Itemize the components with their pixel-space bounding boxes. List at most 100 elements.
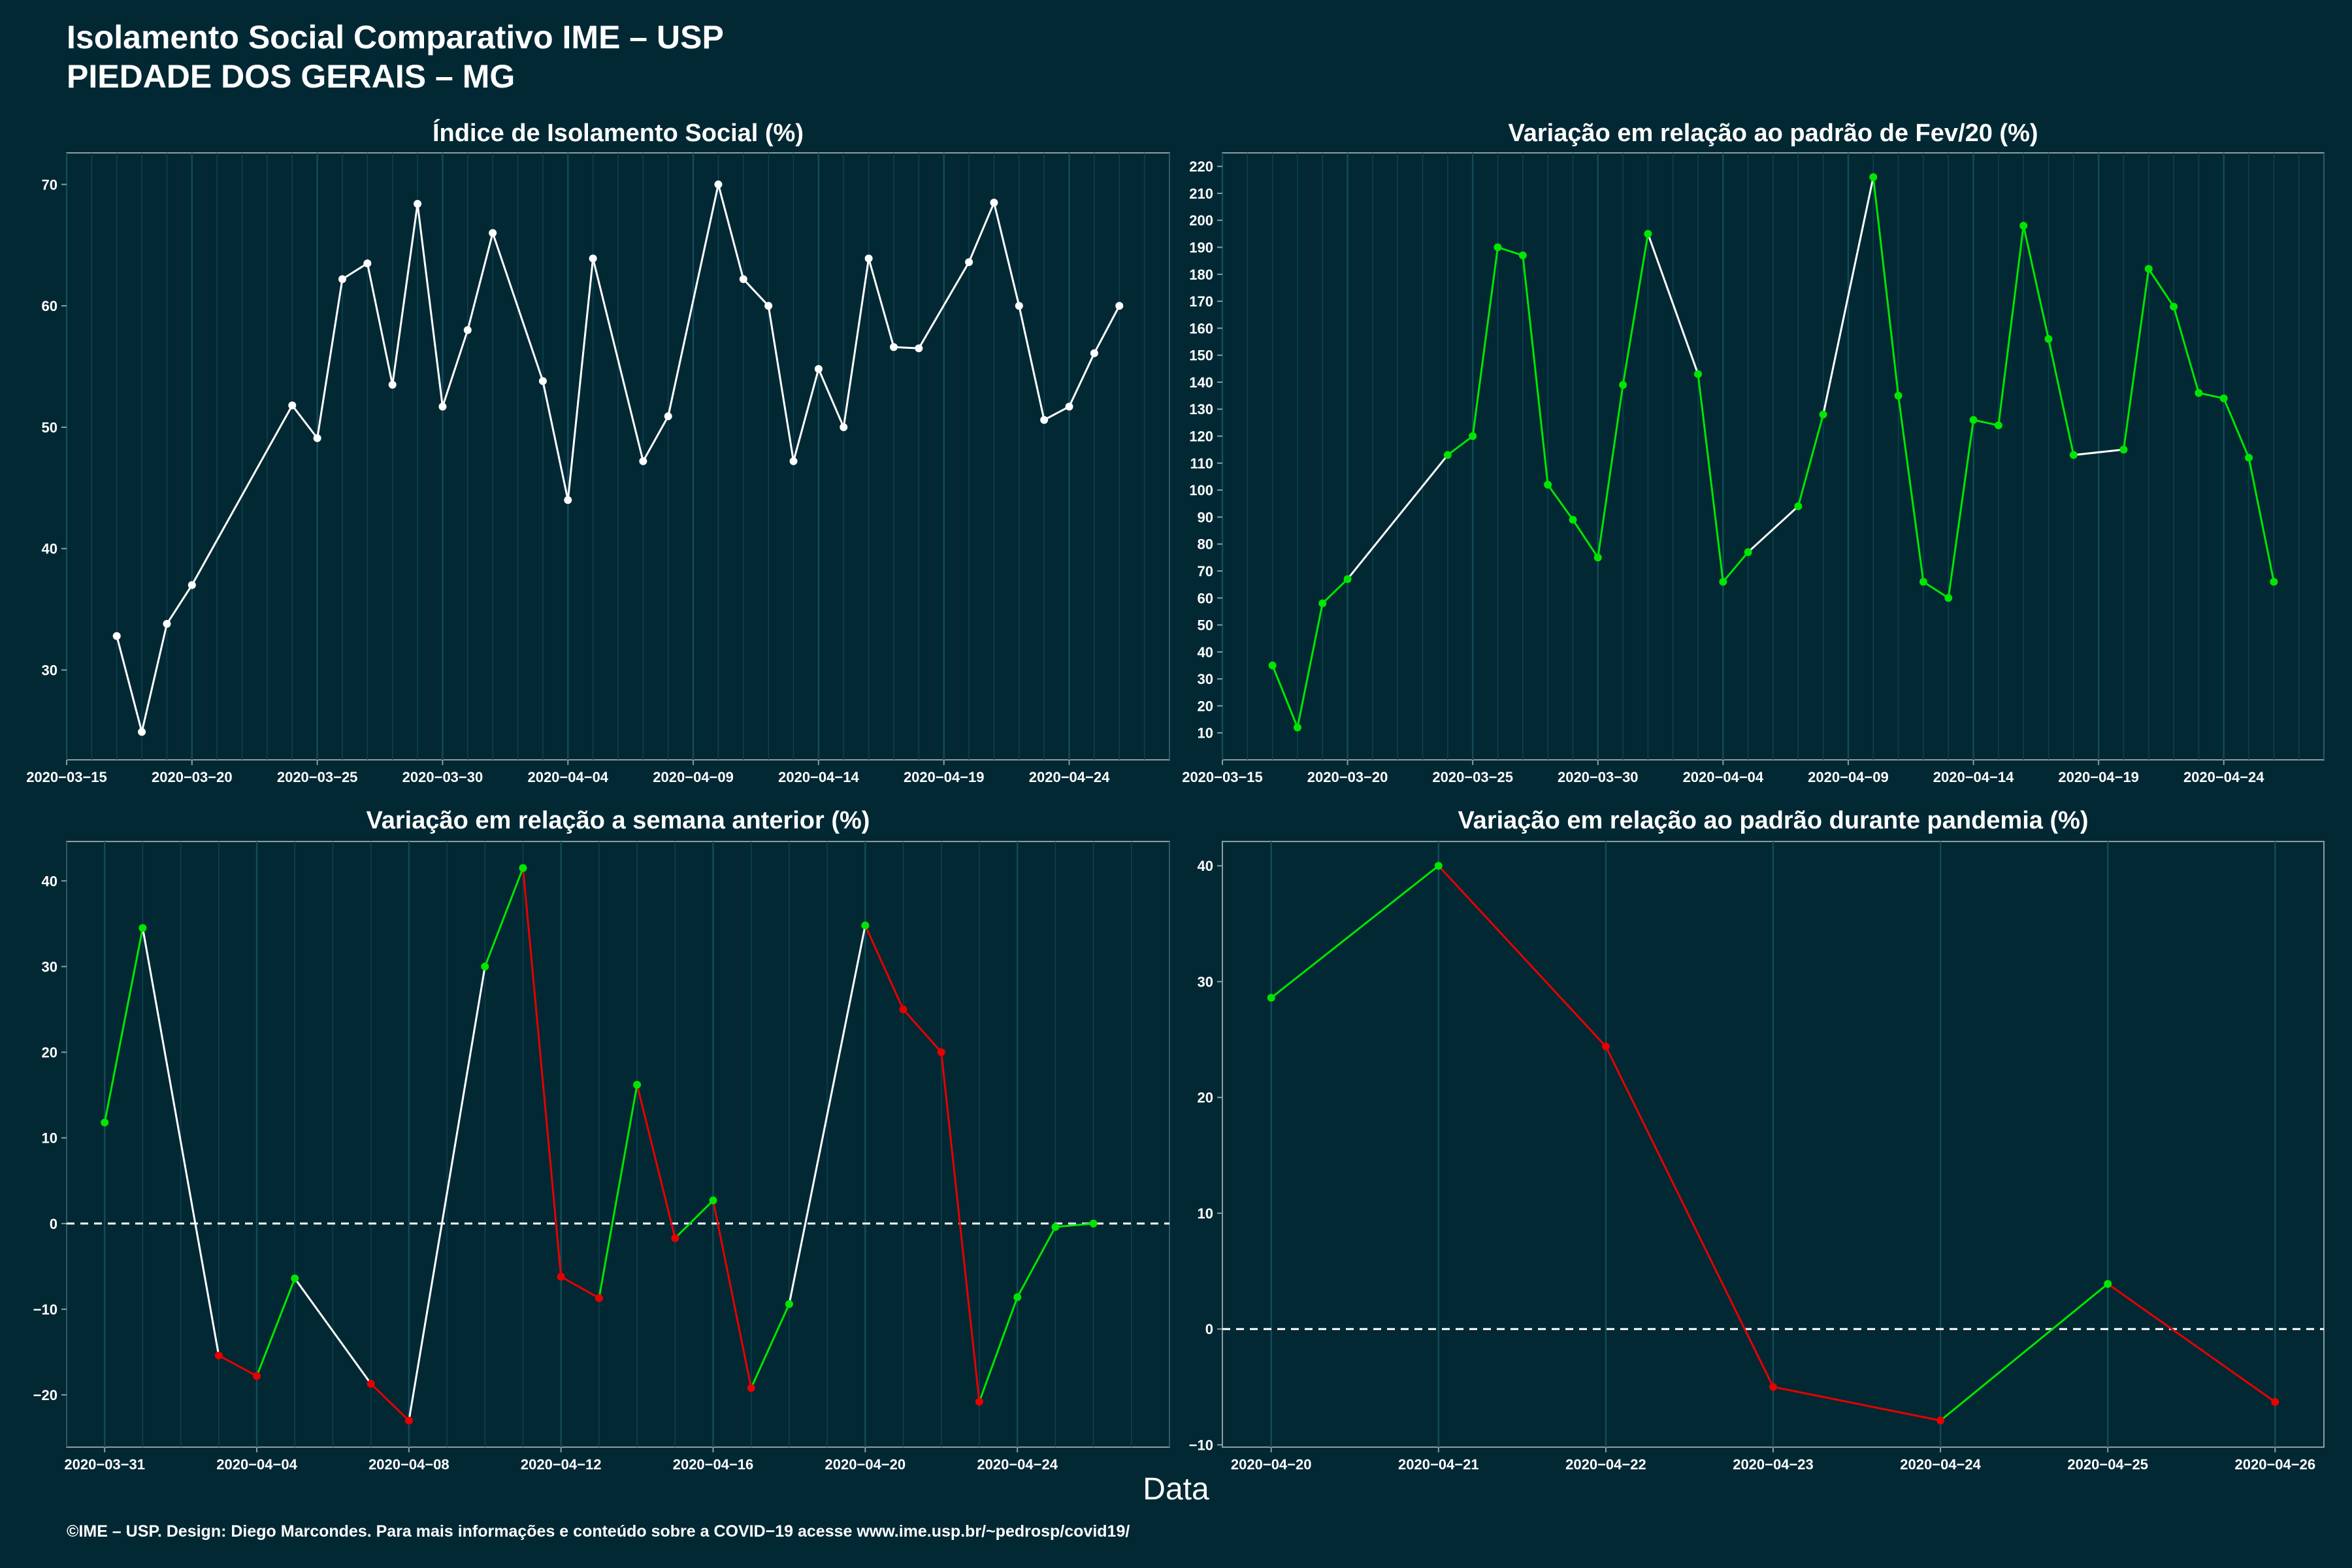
x-tick-label: 2020−04−09 [1808,769,1889,785]
x-tick-label: 2020−04−09 [653,769,734,785]
series-segment [940,1052,981,1402]
data-point [538,377,547,385]
series-segment [2073,448,2124,456]
series-segment [1522,255,1549,485]
data-point [163,619,171,628]
data-point [253,1372,261,1380]
data-point [671,1234,679,1243]
data-point [139,924,147,932]
data-point [1769,1382,1777,1391]
x-tick-label: 2020−04−24 [1900,1456,1981,1473]
series-segment [1018,305,1045,421]
data-point [1318,599,1327,608]
data-point [138,728,146,736]
y-tick-label: 30 [42,662,57,679]
series-segment [391,203,419,385]
series-segment [1055,1222,1094,1228]
data-point [1544,480,1552,489]
y-tick-label: 0 [50,1216,57,1232]
y-tick-label: 50 [1198,617,1213,634]
data-point [1819,410,1827,419]
data-point [101,1119,109,1127]
x-tick-label: 2020−03−20 [152,769,233,785]
data-point [2170,302,2178,311]
data-point [1090,349,1098,357]
data-point [404,1416,413,1425]
data-point [463,326,472,335]
series-segment [868,258,895,348]
series-segment [750,1303,791,1389]
data-point [747,1384,755,1392]
y-tick-label: 170 [1189,293,1213,310]
data-point [1343,575,1352,583]
series-segment [918,261,970,349]
series-segment [1347,454,1449,580]
data-point [595,1294,603,1302]
panel-weekly-variation: Variação em relação a semana anterior (%… [33,807,1170,1473]
data-point [1013,1293,1022,1301]
y-tick-label: 130 [1189,401,1213,417]
y-tick-label: 200 [1189,212,1213,229]
data-point [2044,335,2053,343]
y-tick-label: 120 [1189,429,1213,445]
page-subtitle: PIEDADE DOS GERAIS – MG [67,58,515,95]
data-point [764,302,773,310]
series-segment [667,184,719,417]
x-tick-label: 2020−03−25 [277,769,358,785]
data-point [937,1048,945,1056]
series-segment [1068,352,1096,407]
y-tick-label: 110 [1190,455,1214,472]
data-point [1293,723,1301,732]
data-point [1644,229,1652,238]
panel-pandemic-variation: Variação em relação ao padrão durante pa… [1189,807,2325,1473]
data-point [1569,515,1577,524]
y-tick-label: 30 [1198,671,1213,687]
x-tick-label: 2020−04−23 [1733,1456,1814,1473]
series-segment [542,380,569,500]
series-segment [636,1085,676,1239]
series-segment [1597,384,1624,558]
series-segment [2022,225,2050,340]
x-tick-label: 2020−03−25 [1432,769,1513,785]
data-point [1443,451,1452,459]
y-tick-label: 10 [1198,1205,1213,1222]
y-tick-label: 160 [1189,320,1213,336]
data-point [1518,251,1527,259]
y-tick-label: 90 [1198,509,1213,525]
data-point [481,962,489,971]
series-segment [408,966,486,1421]
data-point [739,275,747,284]
panel-frame [66,841,1170,1448]
data-point [1869,173,1878,182]
series-segment [442,329,469,407]
data-point [709,1196,717,1205]
series-segment [712,1200,753,1388]
data-point [975,1397,983,1406]
series-segment [1497,246,1524,257]
series-segment [1270,865,1439,999]
data-point [814,365,823,373]
series-segment [342,262,368,280]
data-point [367,1379,375,1388]
data-point [414,200,422,208]
x-tick-label: 2020−03−31 [64,1456,145,1473]
data-point [2019,221,2028,230]
x-tick-label: 2020−03−15 [1182,769,1263,785]
panel-title: Variação em relação a semana anterior (%… [367,807,870,834]
x-tick-label: 2020−04−24 [1029,769,1110,785]
data-point [1601,1042,1610,1051]
data-point [2195,389,2203,397]
series-segment [817,368,845,428]
series-segment [1271,664,1299,728]
y-tick-label: 100 [1189,482,1213,498]
data-point [338,275,346,284]
series-segment [864,924,904,1010]
panel-title: Variação em relação ao padrão durante pa… [1458,807,2088,834]
data-point [1744,548,1752,557]
series-segment [483,868,524,967]
y-tick-label: 0 [1205,1321,1213,1337]
x-tick-label: 2020−04−14 [1933,769,2014,785]
x-tick-label: 2020−03−30 [1558,769,1639,785]
series-segment [566,258,595,500]
series-segment [1043,405,1070,421]
